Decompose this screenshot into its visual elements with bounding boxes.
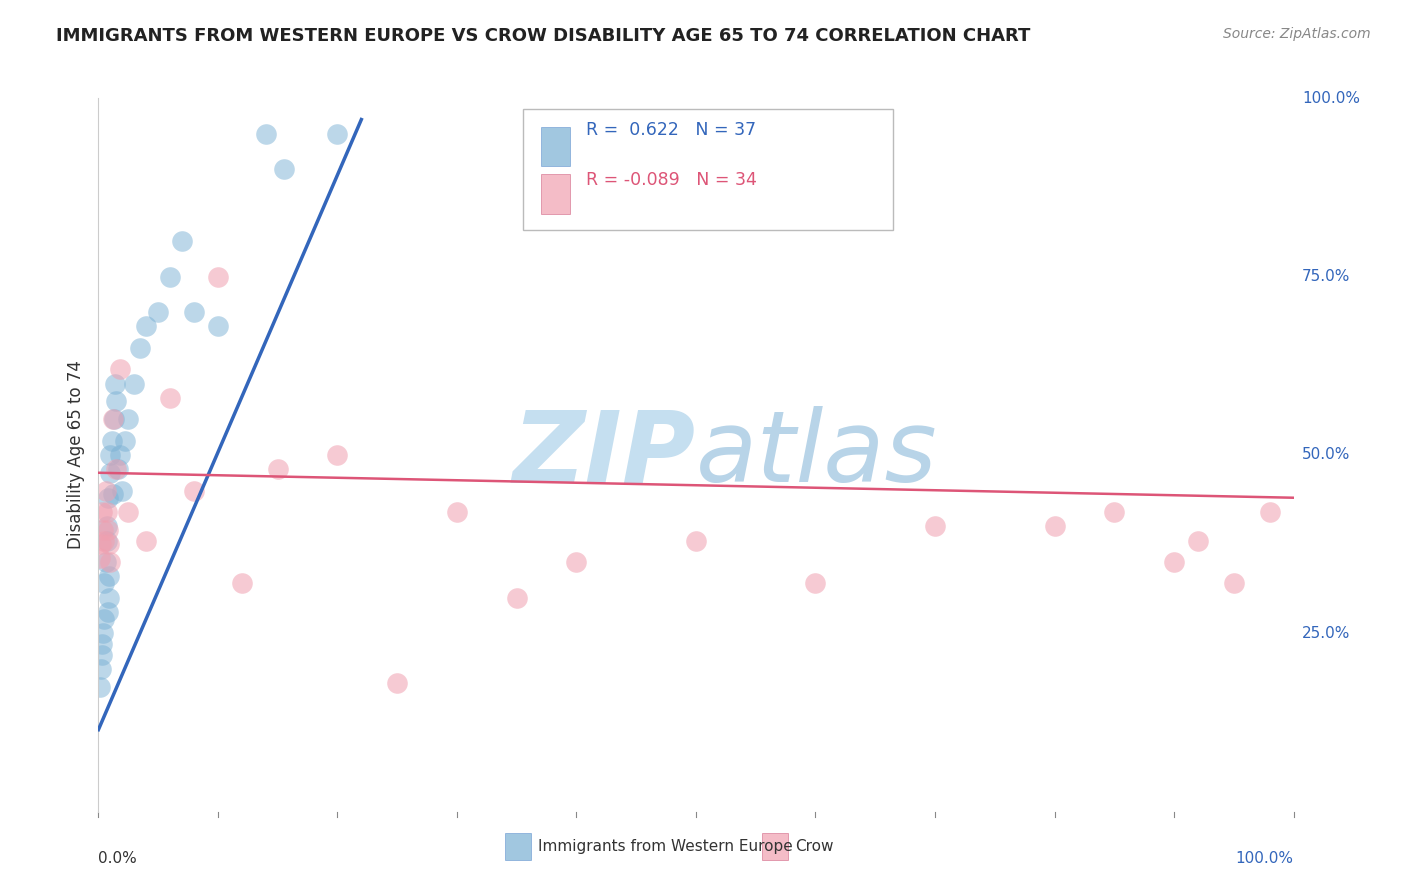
- Point: [183, 483, 205, 498]
- Point: [114, 434, 136, 448]
- Point: [93, 576, 115, 591]
- Point: [91, 505, 114, 519]
- Text: R =  0.622   N = 37: R = 0.622 N = 37: [586, 121, 756, 139]
- Point: [117, 412, 139, 426]
- Point: [98, 537, 121, 551]
- Text: Immigrants from Western Europe: Immigrants from Western Europe: [538, 839, 793, 855]
- Point: [326, 127, 349, 141]
- Text: atlas: atlas: [696, 407, 938, 503]
- Point: [231, 576, 253, 591]
- Point: [385, 676, 409, 690]
- Point: [91, 648, 114, 662]
- Bar: [505, 833, 531, 860]
- Point: [108, 448, 131, 462]
- Point: [97, 605, 120, 619]
- Point: [105, 462, 128, 476]
- Point: [1223, 576, 1246, 591]
- Bar: [541, 175, 571, 214]
- Point: [924, 519, 946, 533]
- Text: 50.0%: 50.0%: [1302, 448, 1350, 462]
- Text: 75.0%: 75.0%: [1302, 269, 1350, 284]
- Point: [98, 466, 122, 480]
- Point: [148, 305, 170, 319]
- Text: R = -0.089   N = 34: R = -0.089 N = 34: [586, 171, 756, 189]
- Point: [1104, 505, 1126, 519]
- Point: [101, 487, 124, 501]
- Point: [1043, 519, 1066, 533]
- Point: [565, 555, 588, 569]
- Point: [91, 626, 114, 640]
- Point: [446, 505, 468, 519]
- Y-axis label: Disability Age 65 to 74: Disability Age 65 to 74: [66, 360, 84, 549]
- Point: [98, 448, 122, 462]
- Text: ZIP: ZIP: [513, 407, 696, 503]
- Point: [254, 127, 277, 141]
- Point: [98, 569, 121, 583]
- Text: IMMIGRANTS FROM WESTERN EUROPE VS CROW DISABILITY AGE 65 TO 74 CORRELATION CHART: IMMIGRANTS FROM WESTERN EUROPE VS CROW D…: [56, 27, 1031, 45]
- Point: [91, 637, 114, 651]
- Point: [124, 376, 146, 391]
- Point: [1163, 555, 1185, 569]
- Point: [159, 269, 181, 284]
- Point: [207, 319, 229, 334]
- Point: [94, 483, 117, 498]
- Point: [89, 551, 111, 566]
- Point: [101, 412, 124, 426]
- Point: [103, 412, 125, 426]
- Point: [94, 555, 117, 569]
- Point: [129, 341, 152, 355]
- Point: [98, 555, 122, 569]
- Point: [108, 362, 131, 376]
- Point: [159, 391, 181, 405]
- Bar: [541, 127, 571, 166]
- Text: 100.0%: 100.0%: [1302, 91, 1360, 105]
- Point: [135, 319, 157, 334]
- Point: [506, 591, 529, 605]
- Point: [804, 576, 827, 591]
- Point: [267, 462, 290, 476]
- Point: [183, 305, 205, 319]
- Point: [273, 162, 295, 177]
- Point: [117, 505, 139, 519]
- Point: [100, 434, 122, 448]
- Point: [172, 234, 194, 248]
- Point: [97, 491, 120, 505]
- Point: [97, 523, 120, 537]
- FancyBboxPatch shape: [523, 109, 893, 230]
- Text: 25.0%: 25.0%: [1302, 626, 1350, 640]
- Point: [685, 533, 707, 548]
- Point: [93, 612, 115, 626]
- Point: [207, 269, 229, 284]
- Point: [90, 662, 112, 676]
- Point: [326, 448, 349, 462]
- Text: Crow: Crow: [796, 839, 834, 855]
- Point: [90, 537, 112, 551]
- Point: [104, 376, 127, 391]
- Point: [93, 533, 115, 548]
- Point: [89, 680, 111, 694]
- Text: 0.0%: 0.0%: [98, 851, 138, 865]
- Point: [1258, 505, 1281, 519]
- Point: [1187, 533, 1209, 548]
- Point: [96, 505, 118, 519]
- Point: [107, 462, 129, 476]
- Text: 100.0%: 100.0%: [1236, 851, 1294, 865]
- Bar: [762, 833, 787, 860]
- Point: [105, 394, 128, 409]
- Point: [98, 591, 121, 605]
- Point: [111, 483, 134, 498]
- Point: [91, 523, 114, 537]
- Point: [135, 533, 157, 548]
- Text: Source: ZipAtlas.com: Source: ZipAtlas.com: [1223, 27, 1371, 41]
- Point: [96, 519, 118, 533]
- Point: [96, 533, 118, 548]
